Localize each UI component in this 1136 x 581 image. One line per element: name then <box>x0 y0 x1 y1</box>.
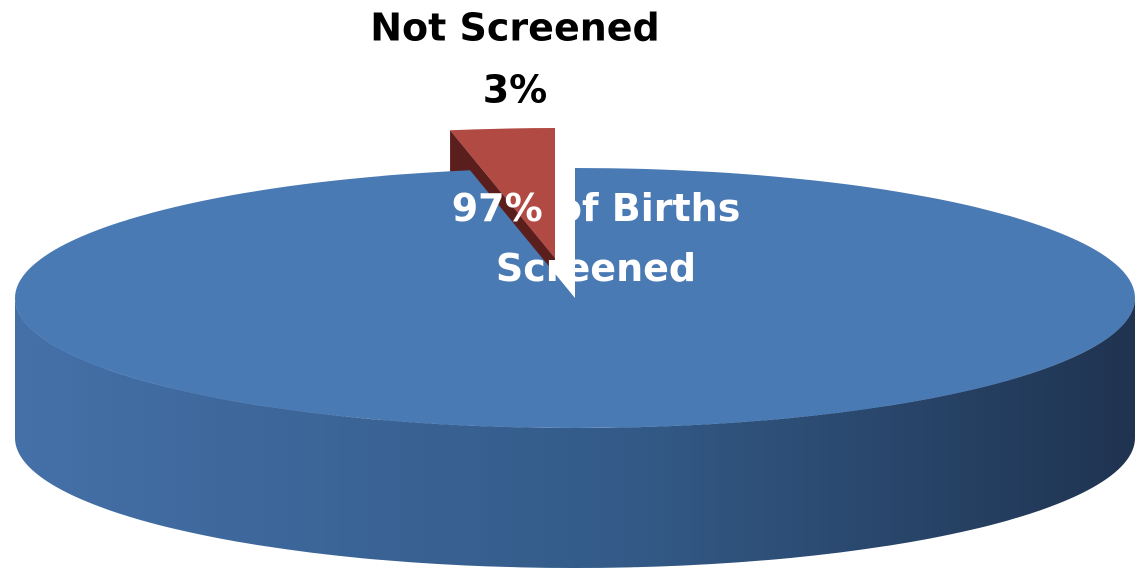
value-label: 97% of Births Screened <box>452 186 741 290</box>
pie <box>14 128 1135 568</box>
slice-side <box>15 298 1135 568</box>
slice-top <box>450 128 555 258</box>
labels: Not Screened 3% 97% of Births Screened <box>370 6 740 290</box>
label-line: Screened <box>496 246 696 290</box>
category-label: Not Screened <box>370 6 660 50</box>
slice-top <box>14 168 1135 429</box>
label-line: 97% of Births <box>452 186 741 230</box>
value-label: 3% <box>483 68 548 112</box>
pie-slice <box>14 168 1135 568</box>
